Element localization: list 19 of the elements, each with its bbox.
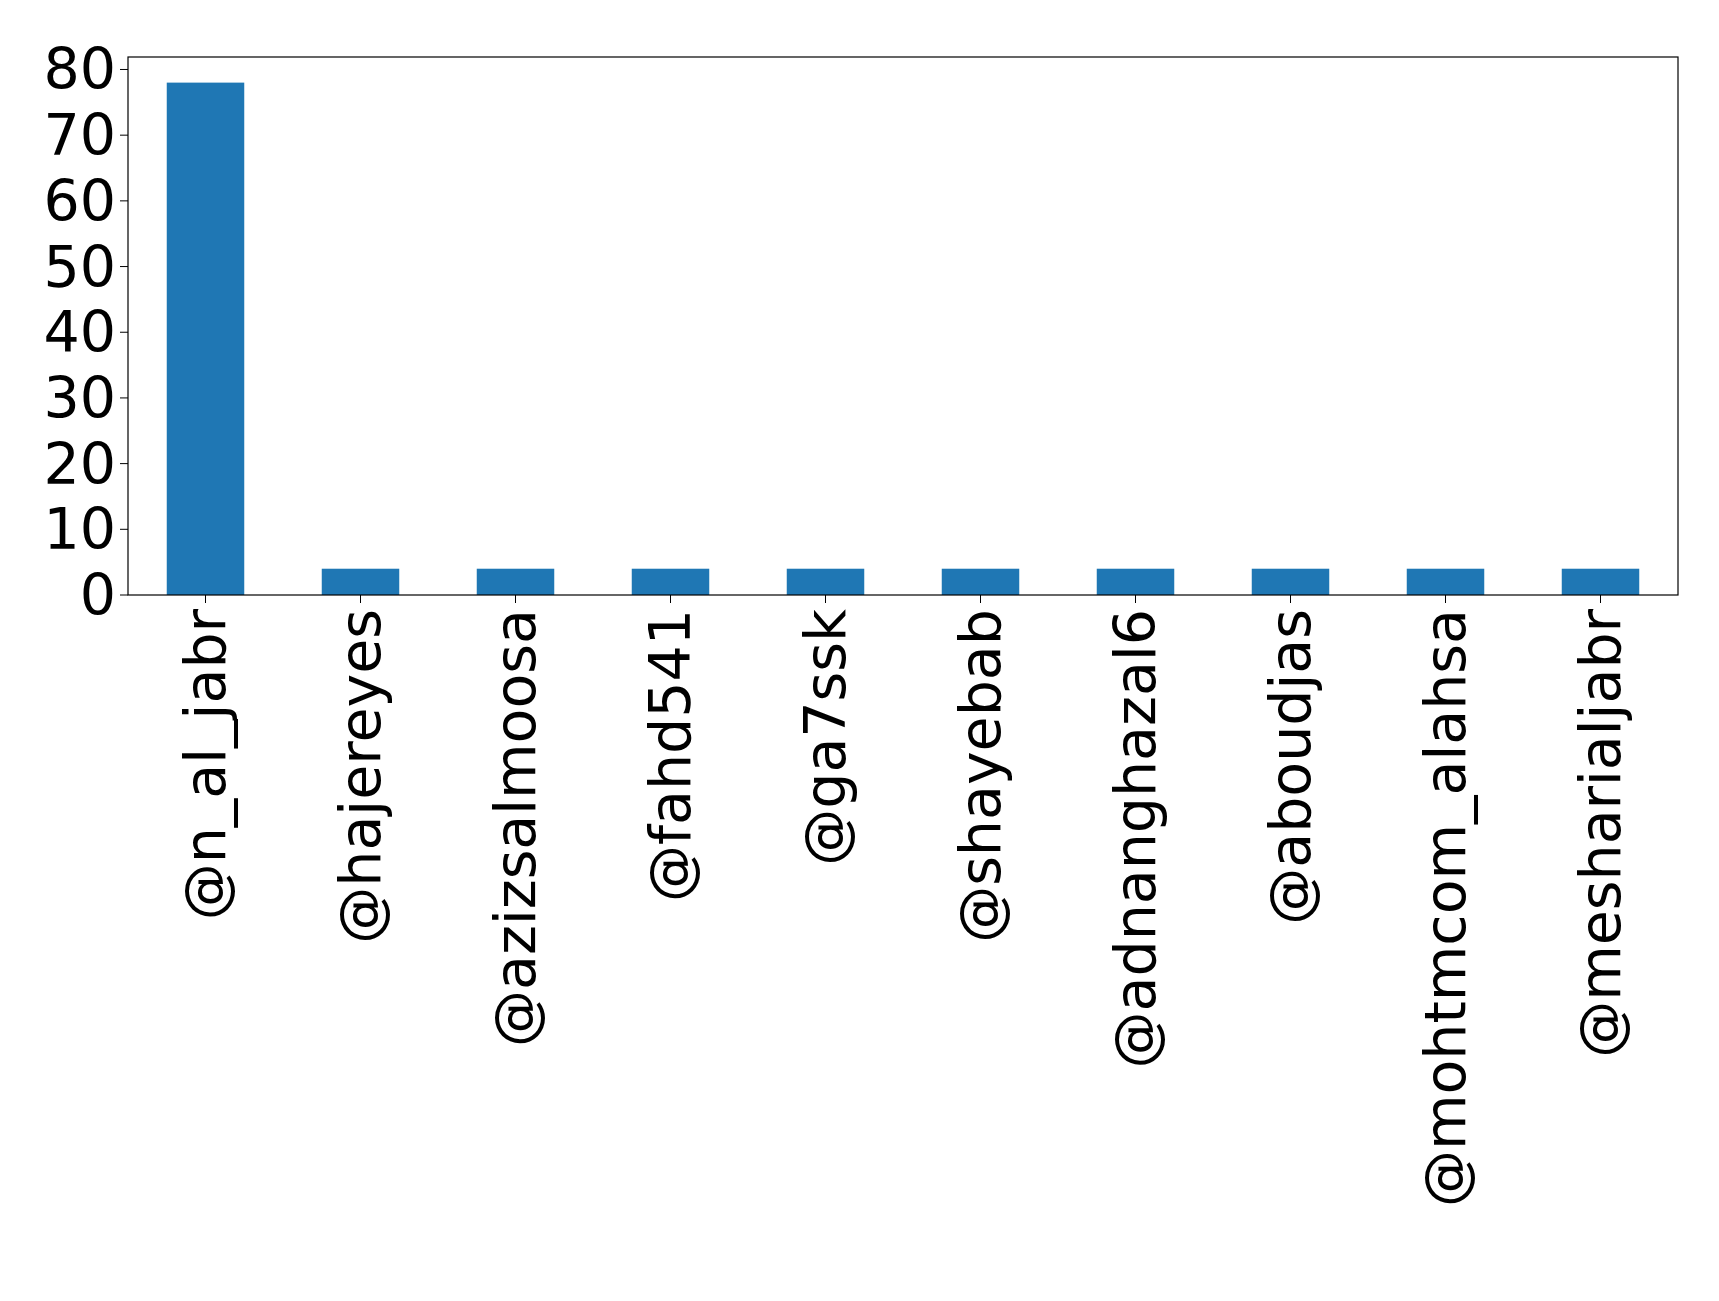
x-tick-label: @hajereyes [327, 609, 394, 944]
x-tick-label: @ga7ssk [792, 609, 859, 866]
y-tick-label: 0 [79, 561, 116, 628]
x-tick-label: @mohtmcom_alahsa [1412, 609, 1479, 1208]
y-tick-label: 30 [43, 364, 116, 431]
y-tick-label: 70 [43, 102, 116, 169]
y-tick-label: 10 [43, 496, 116, 563]
x-tick-label: @fahd541 [637, 609, 704, 903]
y-tick-label: 50 [43, 233, 116, 300]
x-tick-label: @adnanghazal6 [1102, 609, 1169, 1069]
x-tick-label: @n_al_jabr [172, 608, 239, 921]
x-tick-label: @azizsalmoosa [482, 609, 549, 1047]
x-tick-label: @mesharialjabr [1567, 608, 1634, 1058]
y-tick-label: 80 [43, 36, 116, 103]
x-tick-label: @shayebab [947, 609, 1014, 943]
y-tick-label: 40 [43, 299, 116, 366]
y-tick-label: 20 [43, 430, 116, 497]
y-tick-label: 60 [43, 167, 116, 234]
x-tick-label: @aboudjas [1257, 609, 1324, 925]
